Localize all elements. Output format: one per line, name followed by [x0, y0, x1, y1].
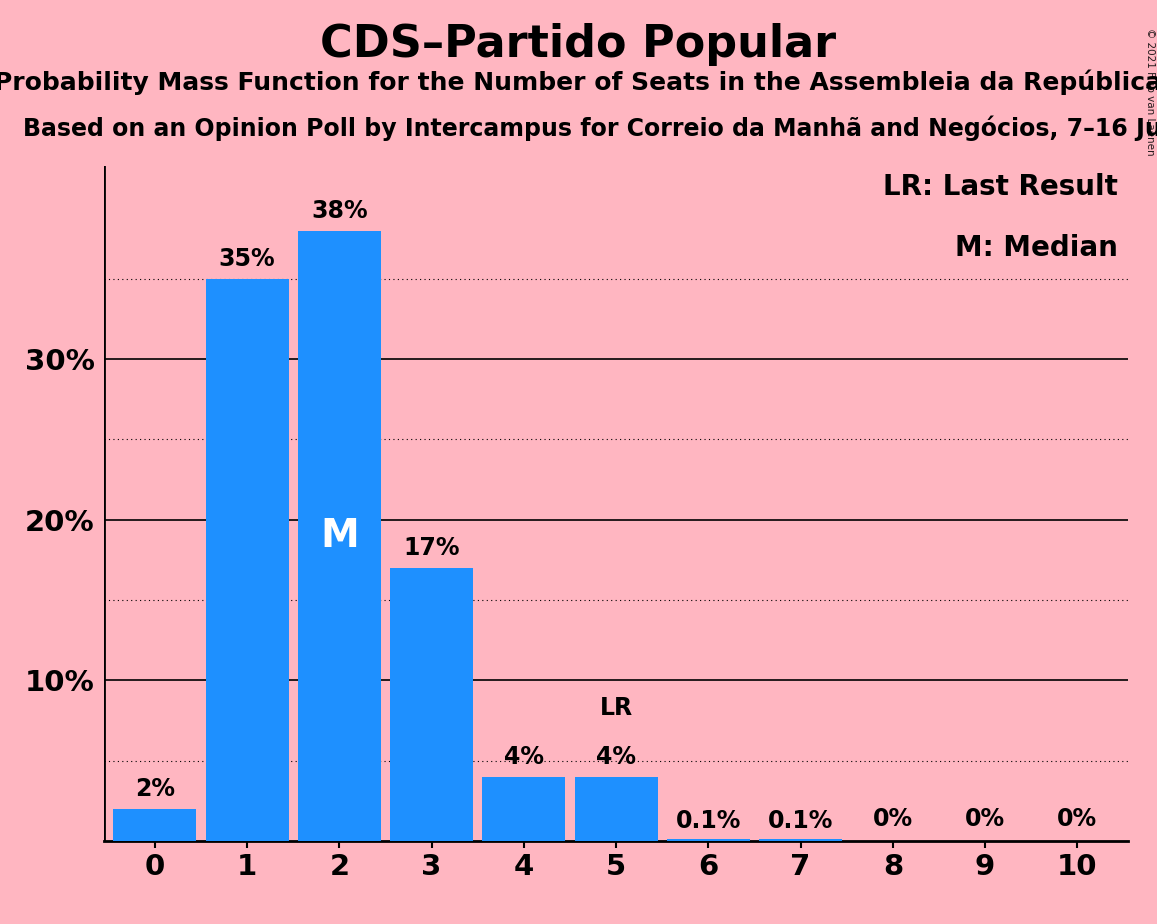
Bar — [206, 279, 288, 841]
Text: 2%: 2% — [135, 777, 175, 801]
Bar — [390, 568, 473, 841]
Text: Probability Mass Function for the Number of Seats in the Assembleia da República: Probability Mass Function for the Number… — [0, 69, 1157, 95]
Text: M: M — [320, 517, 359, 554]
Bar — [759, 839, 842, 841]
Bar — [666, 839, 750, 841]
Text: 4%: 4% — [596, 745, 636, 769]
Text: LR: Last Result: LR: Last Result — [883, 173, 1118, 201]
Text: 0.1%: 0.1% — [768, 808, 833, 833]
Text: 0.1%: 0.1% — [676, 808, 740, 833]
Text: 17%: 17% — [404, 536, 459, 560]
Bar — [482, 776, 566, 841]
Text: 35%: 35% — [219, 247, 275, 271]
Text: 0%: 0% — [1057, 808, 1097, 832]
Text: M: Median: M: Median — [955, 234, 1118, 261]
Text: Based on an Opinion Poll by Intercampus for Correio da Manhã and Negócios, 7–16 : Based on an Opinion Poll by Intercampus … — [23, 116, 1157, 141]
Bar — [113, 808, 197, 841]
Bar — [297, 231, 381, 841]
Text: © 2021 Filip van Laenen: © 2021 Filip van Laenen — [1144, 28, 1155, 155]
Text: LR: LR — [599, 697, 633, 721]
Text: 0%: 0% — [872, 808, 913, 832]
Text: 38%: 38% — [311, 199, 368, 223]
Text: CDS–Partido Popular: CDS–Partido Popular — [320, 23, 837, 67]
Bar — [575, 776, 657, 841]
Text: 4%: 4% — [503, 745, 544, 769]
Text: 0%: 0% — [965, 808, 1005, 832]
